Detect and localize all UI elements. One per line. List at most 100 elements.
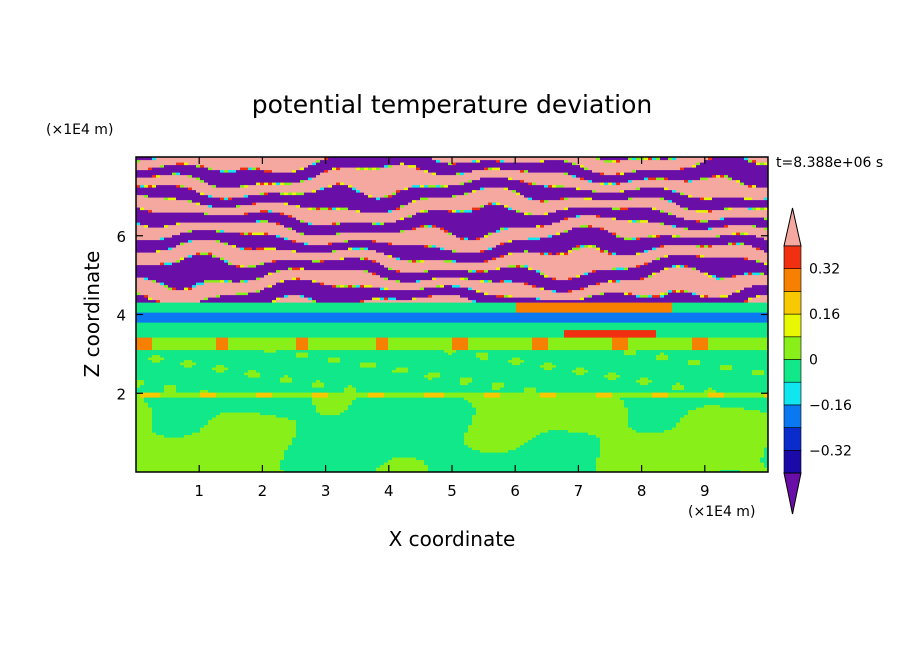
contour-cell (732, 242, 737, 246)
contour-cell (672, 309, 768, 313)
contour-cell (200, 252, 209, 256)
contour-cell (140, 184, 145, 188)
contour-cell (164, 434, 185, 438)
contour-cell (720, 277, 725, 281)
contour-cell (388, 297, 397, 301)
contour-cell (616, 377, 641, 381)
contour-cell (224, 197, 229, 201)
contour-cell (416, 457, 597, 461)
contour-cell (340, 412, 477, 416)
contour-cell (568, 277, 573, 281)
contour-cell (156, 184, 177, 188)
contour-cell (748, 159, 753, 163)
contour-cell (600, 182, 605, 186)
contour-cell (368, 194, 373, 198)
contour-cell (308, 222, 313, 226)
contour-cell (660, 157, 669, 161)
contour-cell (692, 344, 709, 348)
contour-cell (624, 349, 637, 353)
contour-cell (148, 404, 317, 408)
contour-cell (180, 222, 277, 226)
contour-cell (488, 167, 493, 171)
contour-cell (736, 289, 741, 293)
contour-cell (476, 237, 481, 241)
contour-cell (296, 354, 309, 358)
contour-cell (228, 367, 397, 371)
contour-cell (188, 254, 193, 258)
contour-cell (196, 177, 201, 181)
contour-cell (332, 222, 337, 226)
contour-cell (268, 209, 273, 213)
contour-cell (280, 462, 385, 466)
contour-cell (160, 262, 165, 266)
contour-cell (616, 267, 625, 271)
contour-cell (364, 269, 369, 273)
contour-cell (568, 159, 605, 163)
contour-cell (188, 187, 193, 191)
contour-cell (180, 242, 185, 246)
contour-cell (464, 192, 469, 196)
contour-cell (212, 252, 385, 256)
contour-cell (208, 419, 297, 423)
contour-cell (720, 364, 733, 368)
contour-cell (136, 394, 141, 398)
contour-cell (216, 414, 277, 418)
contour-cell (596, 244, 661, 248)
contour-cell (616, 217, 685, 221)
contour-cell (352, 184, 413, 188)
contour-cell (636, 157, 645, 161)
x-tick-label: 8 (637, 482, 647, 500)
contour-cell (148, 297, 153, 301)
contour-cell (468, 444, 521, 448)
contour-cell (260, 262, 265, 266)
contour-cell (704, 294, 709, 298)
contour-cell (624, 292, 629, 296)
contour-cell (620, 374, 768, 378)
contour-cell (136, 434, 165, 438)
contour-cell (144, 294, 149, 298)
contour-cell (448, 209, 453, 213)
contour-cell (692, 194, 768, 198)
contour-cell (756, 162, 761, 166)
contour-cell (216, 344, 229, 348)
contour-cell (352, 399, 469, 403)
contour-cell (452, 209, 457, 213)
contour-cell (672, 302, 768, 306)
contour-cell (136, 247, 169, 251)
contour-cell (464, 397, 621, 401)
contour-cell (428, 197, 529, 201)
contour-cell (512, 294, 589, 298)
contour-cell (488, 292, 601, 296)
contour-cell (520, 362, 545, 366)
contour-cell (196, 202, 201, 206)
contour-cell (392, 242, 501, 246)
contour-cell (204, 279, 221, 283)
contour-cell (140, 392, 161, 396)
contour-cell (216, 392, 257, 396)
contour-cell (452, 162, 457, 166)
contour-cell (536, 387, 673, 391)
contour-cell (672, 304, 768, 308)
contour-cell (340, 284, 345, 288)
contour-cell (276, 414, 473, 418)
contour-cell (524, 442, 601, 446)
contour-cell (580, 224, 589, 228)
contour-cell (712, 387, 768, 391)
contour-cell (352, 284, 357, 288)
contour-cell (464, 437, 533, 441)
contour-cell (728, 207, 733, 211)
contour-cell (500, 267, 529, 271)
contour-cell (572, 369, 589, 373)
contour-cell (284, 212, 417, 216)
contour-cell (328, 359, 341, 363)
contour-cell (504, 279, 513, 283)
contour-cell (576, 174, 713, 178)
contour-cell (136, 257, 181, 261)
contour-cell (228, 337, 297, 341)
contour-cell (220, 257, 225, 261)
contour-cell (424, 169, 429, 173)
contour-cell (136, 282, 161, 286)
contour-cell (228, 259, 273, 263)
contour-cell (316, 162, 401, 166)
y-tick-label: 6 (116, 228, 126, 246)
